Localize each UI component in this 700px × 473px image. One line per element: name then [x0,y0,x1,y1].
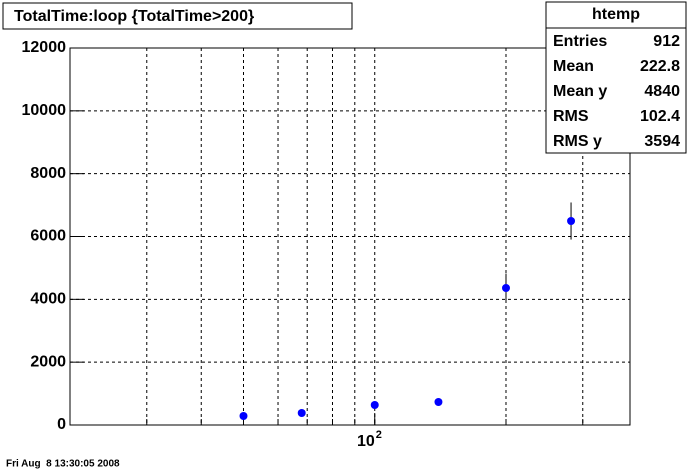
stats-label: Entries [553,33,607,50]
x-tick-exponent: 2 [376,429,382,441]
x-tick-label: 10 [357,433,375,450]
point [434,398,443,407]
stats-value: 222.8 [640,58,680,75]
title-box [2,2,353,30]
stats-box: htemp Entries 912 Mean 222.8 Mean y 4840 RMS 10… [545,1,687,154]
stats-value: 4840 [644,83,680,100]
y-tick-label: 12000 [22,39,67,56]
stats-value: 912 [653,33,680,50]
point [239,412,248,421]
footer: Fri Aug 8 13:30:05 2008 [6,459,120,470]
y-tick-label: 6000 [30,228,66,245]
stats-frame [545,1,687,154]
y-tick-label: 8000 [30,165,66,182]
stats-label: Mean y [553,83,607,100]
stats-title: htemp [592,6,640,23]
point [501,283,510,292]
y-tick-label: 4000 [30,291,66,308]
stats-value: 3594 [644,133,680,150]
stats-label: RMS y [553,133,602,150]
point [370,400,379,409]
y-tick-label: 0 [57,416,66,433]
y-tick-label: 2000 [30,353,66,370]
point [297,408,306,417]
stats-label: RMS [553,108,589,125]
stats-value: 102.4 [640,108,680,125]
point [567,217,576,226]
y-tick-label: 10000 [22,102,67,119]
chart-title: TotalTime:loop {TotalTime>200} [14,8,254,25]
stats-label: Mean [553,58,594,75]
